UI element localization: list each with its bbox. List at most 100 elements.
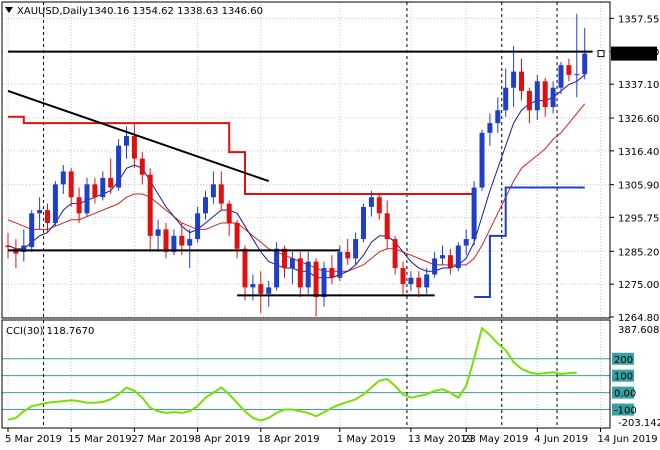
bear-candle bbox=[76, 197, 82, 214]
bull-candle bbox=[550, 87, 556, 108]
ohlc-values: 1340.16 1354.62 1338.63 1346.60 bbox=[88, 6, 263, 17]
bear-candle bbox=[384, 213, 390, 240]
bull-candle bbox=[116, 145, 122, 188]
cci-level-label: 200 bbox=[614, 355, 633, 366]
cci-level-label: 0.00 bbox=[614, 389, 636, 400]
bull-candle bbox=[471, 187, 477, 240]
x-tick-label: 13 May 2019 bbox=[408, 434, 473, 445]
bull-candle bbox=[203, 197, 208, 214]
bear-candle bbox=[376, 197, 382, 214]
x-tick-label: 23 May 2019 bbox=[463, 434, 528, 445]
bear-candle bbox=[218, 184, 224, 204]
bull-candle bbox=[353, 239, 359, 259]
cci-level-label: -100 bbox=[614, 406, 637, 417]
bear-candle bbox=[282, 248, 287, 269]
bear-candle bbox=[519, 71, 524, 91]
bear-candle bbox=[392, 239, 398, 269]
last-price-marker bbox=[597, 50, 605, 58]
bull-candle bbox=[479, 132, 485, 188]
y-tick-label: 1285.20 bbox=[618, 247, 659, 258]
y-tick-label: 1316.40 bbox=[618, 147, 659, 158]
bull-candle bbox=[574, 74, 580, 76]
price-grid bbox=[2, 2, 610, 428]
symbol-label: XAUUSD,Daily bbox=[17, 6, 88, 17]
bull-candle bbox=[408, 277, 414, 285]
bull-candle bbox=[195, 213, 201, 240]
x-tick-label: 1 May 2019 bbox=[337, 434, 396, 445]
bull-candle bbox=[432, 258, 438, 275]
cci-level-box bbox=[612, 369, 634, 382]
y-tick-label: 1305.90 bbox=[618, 181, 659, 192]
y-tick-label: 1295.75 bbox=[618, 213, 659, 224]
bear-candle bbox=[147, 174, 153, 236]
bull-candle bbox=[321, 268, 327, 298]
y-tick-label: 1357.55 bbox=[618, 14, 659, 25]
bear-candle bbox=[139, 158, 145, 175]
bull-candle bbox=[424, 274, 430, 288]
cci-axis: 200 100 0.00 -100 387.6087 -203.1423 bbox=[612, 325, 660, 429]
bull-candle bbox=[187, 239, 193, 246]
resistance-trendline bbox=[7, 89, 270, 183]
bull-candle bbox=[558, 65, 564, 88]
bear-candle bbox=[131, 136, 137, 159]
x-tick-label: 15 Mar 2019 bbox=[68, 434, 131, 445]
bull-candle bbox=[337, 251, 343, 278]
cci-grid bbox=[2, 358, 610, 411]
bull-candle bbox=[455, 245, 461, 269]
indicator-lines bbox=[7, 74, 586, 299]
slow-ma-line bbox=[7, 103, 586, 272]
bull-candle bbox=[155, 229, 161, 236]
bear-candle bbox=[297, 258, 303, 288]
y-tick-label: 1326.60 bbox=[618, 114, 659, 125]
cci-level-box bbox=[612, 403, 634, 416]
cci-level-box bbox=[612, 386, 634, 399]
bull-candle bbox=[60, 171, 66, 185]
bull-candle bbox=[124, 136, 129, 146]
x-tick-label: 8 Apr 2019 bbox=[195, 434, 250, 445]
time-axis: 5 Mar 2019 15 Mar 2019 27 Mar 2019 8 Apr 20… bbox=[5, 428, 658, 445]
bull-candle bbox=[100, 177, 106, 198]
bull-candle bbox=[37, 210, 43, 214]
cci-pane-frame bbox=[1, 319, 611, 429]
bull-candle bbox=[534, 81, 540, 111]
x-tick-label: 18 Apr 2019 bbox=[258, 434, 320, 445]
chart-header: XAUUSD,Daily 1340.16 1354.62 1338.63 134… bbox=[5, 6, 263, 17]
bull-candle bbox=[305, 261, 311, 288]
cci-level-label: 100 bbox=[614, 372, 633, 383]
bear-candle bbox=[258, 284, 264, 294]
bear-candle bbox=[242, 248, 248, 288]
bear-candle bbox=[179, 235, 185, 246]
bull-candle bbox=[368, 197, 374, 207]
bull-candle bbox=[503, 87, 509, 111]
bull-candle bbox=[84, 184, 90, 214]
cci-min-label: -203.1423 bbox=[618, 418, 660, 429]
bear-candle bbox=[416, 277, 422, 288]
bull-candle bbox=[361, 206, 366, 240]
bull-candle bbox=[487, 123, 493, 133]
y-tick-label: 1264.80 bbox=[618, 313, 659, 324]
bull-candle bbox=[21, 245, 27, 252]
bear-candle bbox=[226, 203, 232, 223]
bull-candle bbox=[511, 71, 517, 88]
bear-candle bbox=[313, 261, 319, 298]
price-axis: 1357.551347.201337.101326.601316.401305.… bbox=[610, 14, 659, 324]
current-price-label: 1346.60 bbox=[615, 50, 656, 61]
bull-candle bbox=[463, 239, 469, 246]
bear-candle bbox=[163, 229, 169, 252]
cci-level-box bbox=[612, 352, 634, 365]
current-price-box bbox=[611, 46, 657, 61]
vertical-markers bbox=[43, 2, 558, 428]
bull-candle bbox=[250, 284, 256, 288]
x-tick-label: 14 Jun 2019 bbox=[598, 434, 658, 445]
bear-candle bbox=[329, 268, 335, 278]
x-tick-label: 27 Mar 2019 bbox=[131, 434, 194, 445]
y-tick-label: 1337.10 bbox=[618, 80, 659, 91]
bear-candle bbox=[45, 210, 50, 223]
bull-candle bbox=[171, 235, 177, 252]
cci-max-label: 387.6087 bbox=[618, 325, 660, 336]
cci-indicator bbox=[7, 326, 577, 422]
bull-candle bbox=[440, 255, 445, 259]
stop-line-red bbox=[8, 115, 475, 195]
bull-candle bbox=[52, 184, 58, 223]
